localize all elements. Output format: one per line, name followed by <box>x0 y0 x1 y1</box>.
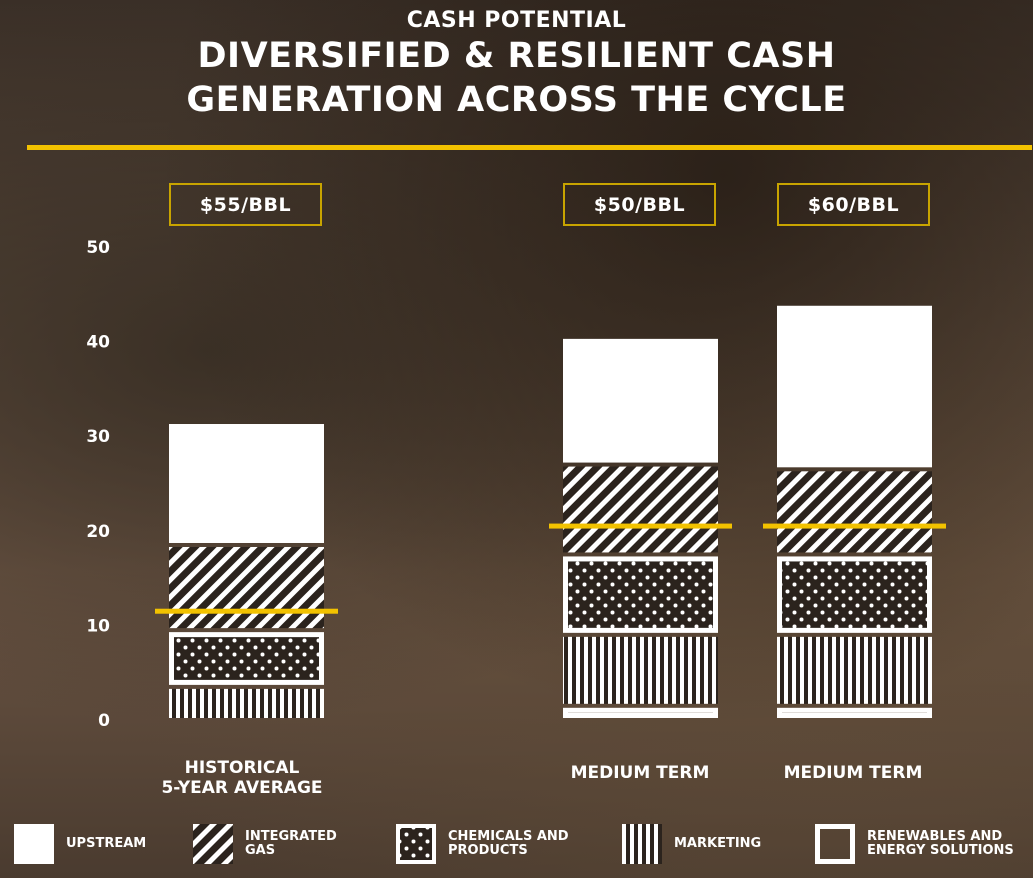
bar-segment-marketing <box>777 636 932 704</box>
legend-item-renewables: RENEWABLES AND ENERGY SOLUTIONS <box>815 820 1014 868</box>
price-label-historical: $55/BBL <box>169 183 322 226</box>
title-line-2: GENERATION ACROSS THE CYCLE <box>186 80 847 120</box>
legend-label-renewables: RENEWABLES AND ENERGY SOLUTIONS <box>867 829 1014 858</box>
bar-segment-chemicals-and-products <box>169 632 324 685</box>
legend-label-chemicals: CHEMICALS AND PRODUCTS <box>448 829 569 858</box>
bar-segment-integrated-gas <box>563 466 718 553</box>
legend-label-upstream: UPSTREAM <box>66 836 147 851</box>
threshold-line <box>155 608 338 614</box>
price-label-medium-term-60: $60/BBL <box>777 183 930 226</box>
threshold-line <box>549 523 732 529</box>
bar-segment-integrated-gas <box>169 546 324 629</box>
bar-segment-upstream <box>777 305 932 468</box>
bar-segment-renewables-and-energy-solutions <box>563 707 718 718</box>
legend-label-marketing: MARKETING <box>674 836 762 851</box>
category-label-medium-term-1: MEDIUM TERM <box>540 763 740 783</box>
vertical-stripes-icon <box>622 824 662 864</box>
category-label-line1: MEDIUM TERM <box>570 763 710 783</box>
y-tick-label: 10 <box>86 616 110 636</box>
y-tick-label: 20 <box>86 522 110 542</box>
category-label-line1: HISTORICAL <box>184 758 300 778</box>
threshold-line <box>763 523 946 529</box>
y-tick-label: 40 <box>86 333 110 353</box>
price-label-medium-term-50: $50/BBL <box>563 183 716 226</box>
bar-segment-marketing <box>563 636 718 704</box>
category-label-line2: 5-YEAR AVERAGE <box>161 778 323 798</box>
legend-item-marketing: MARKETING <box>622 820 761 868</box>
supertitle: CASH POTENTIAL <box>406 8 627 33</box>
bar-segment-chemicals-and-products <box>563 556 718 633</box>
header: CASH POTENTIAL DIVERSIFIED & RESILIENT C… <box>0 6 1033 121</box>
legend-item-integrated-gas: INTEGRATED GAS <box>193 820 337 868</box>
legend-item-chemicals: CHEMICALS AND PRODUCTS <box>396 820 569 868</box>
bar-segment-integrated-gas <box>777 471 932 553</box>
diagonal-hatch-icon <box>193 824 233 864</box>
category-label-line1: MEDIUM TERM <box>783 763 923 783</box>
bar-segment-marketing <box>169 688 324 718</box>
bar-segment-renewables-and-energy-solutions <box>777 707 932 718</box>
y-tick-label: 0 <box>98 711 110 731</box>
title-underline <box>27 145 1032 150</box>
legend-label-integrated-gas: INTEGRATED GAS <box>245 829 337 858</box>
y-tick-label: 30 <box>86 427 110 447</box>
legend-item-upstream: UPSTREAM <box>14 820 146 868</box>
bar-segment-chemicals-and-products <box>777 556 932 633</box>
category-label-medium-term-2: MEDIUM TERM <box>753 763 953 783</box>
title-line-1: DIVERSIFIED & RESILIENT CASH <box>197 36 836 76</box>
y-tick-label: 50 <box>86 238 110 258</box>
dotted-square-icon <box>396 824 436 864</box>
solid-square-icon <box>14 824 54 864</box>
bar-segment-upstream <box>169 424 324 543</box>
outlined-square-icon <box>815 824 855 864</box>
category-label-historical: HISTORICAL 5-YEAR AVERAGE <box>142 758 342 798</box>
bar-segment-upstream <box>563 338 718 463</box>
